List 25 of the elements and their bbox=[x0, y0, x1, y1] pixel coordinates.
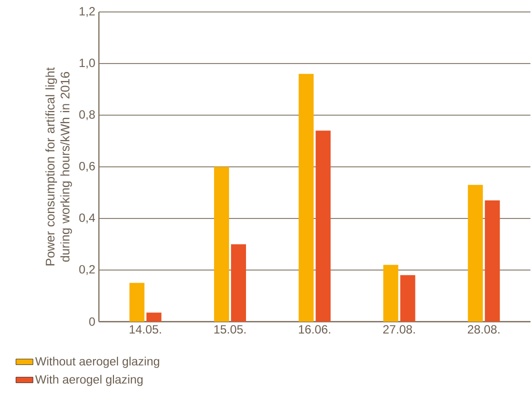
y-tick-label: 0,4 bbox=[79, 214, 96, 224]
bar bbox=[383, 265, 398, 322]
y-tick-label: 0 bbox=[89, 318, 95, 326]
y-tick-label: 0,6 bbox=[79, 162, 95, 172]
bar bbox=[214, 167, 230, 322]
y-tick-label: 0,2 bbox=[79, 265, 95, 276]
bar bbox=[316, 130, 331, 322]
y-tick-label: 1,2 bbox=[80, 7, 95, 18]
bar bbox=[298, 74, 314, 322]
x-tick-label: 28.08. bbox=[468, 325, 500, 334]
bar bbox=[129, 283, 144, 322]
x-tick-label: 27.08. bbox=[383, 325, 415, 334]
y-axis-title: Power consumption for artifical light during working hours/kWh in 2016 bbox=[45, 68, 72, 266]
bar bbox=[400, 275, 416, 322]
bar bbox=[146, 312, 162, 322]
legend-label: With aerogel glazing bbox=[35, 375, 143, 386]
x-tick-label: 16.06. bbox=[298, 325, 330, 334]
y-tick-label: 0,8 bbox=[79, 110, 95, 120]
x-tick-label: 15.05. bbox=[214, 325, 246, 334]
bar bbox=[468, 185, 483, 322]
legend-label: Without aerogel glazing bbox=[35, 357, 160, 368]
x-tick-label: 14.05. bbox=[130, 325, 161, 334]
bar bbox=[484, 200, 500, 322]
bar bbox=[231, 244, 246, 322]
y-tick-label: 1,0 bbox=[80, 58, 95, 69]
